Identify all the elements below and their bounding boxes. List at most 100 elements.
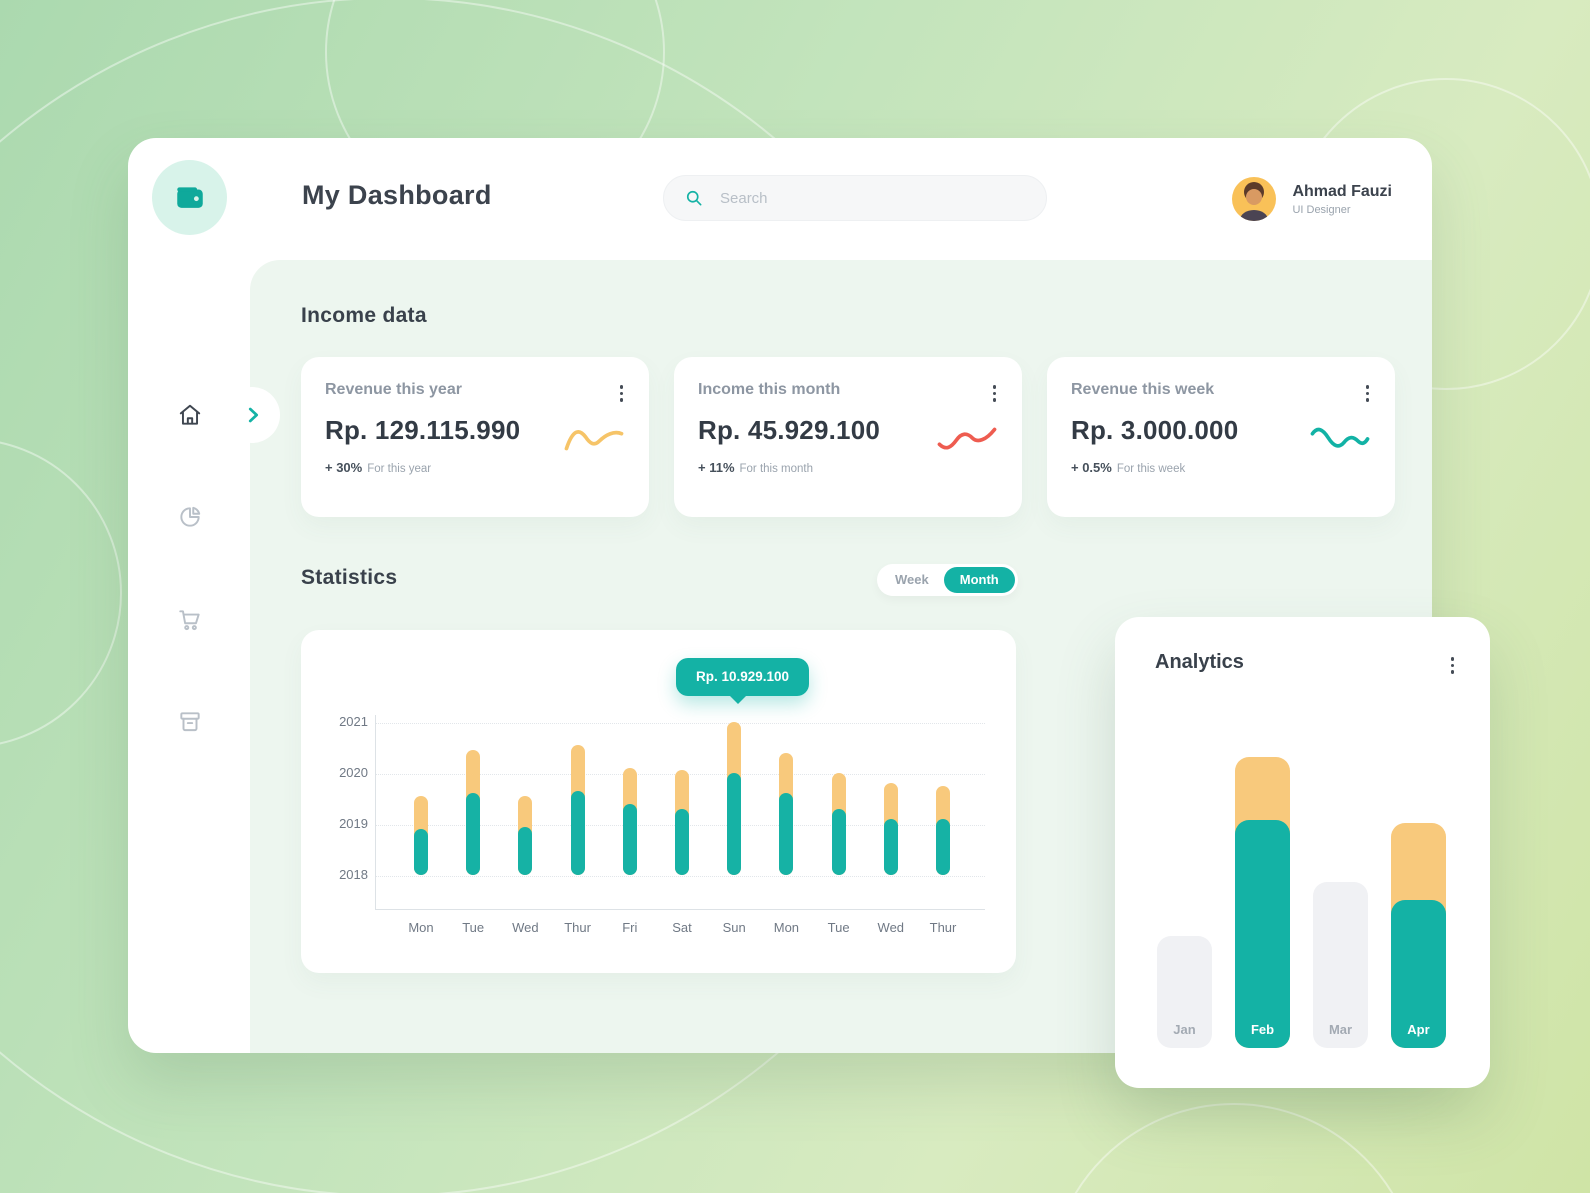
x-axis-label: Mon xyxy=(408,920,434,935)
x-axis-label: Sat xyxy=(672,920,692,935)
chart-tooltip: Rp. 10.929.100 xyxy=(676,658,810,696)
stat-bar-6-sun[interactable] xyxy=(727,722,742,875)
analytics-bar-label: Mar xyxy=(1328,1022,1353,1037)
x-axis-label: Thur xyxy=(929,920,957,935)
toggle-week-option[interactable]: Week xyxy=(895,572,929,587)
x-axis-label: Mon xyxy=(773,920,800,935)
y-axis-label: 2020 xyxy=(339,765,368,780)
stat-bar-primary-segment xyxy=(727,773,742,875)
decorative-circle xyxy=(1048,1103,1420,1193)
statistics-plot-area: 2021 2020 2019 2018 Mon Tue Wed Thur Fri Sat Sun Mo… xyxy=(339,714,985,935)
x-axis-label: Tue xyxy=(462,920,485,935)
stat-bar-primary-segment xyxy=(883,819,898,875)
analytics-bar-mar[interactable]: Mar xyxy=(1313,882,1368,1048)
analytics-card: Analytics Jan Feb Mar Apr xyxy=(1115,617,1490,1088)
period-toggle[interactable]: Week Month xyxy=(877,564,1018,596)
stat-bar-9-wed[interactable] xyxy=(883,783,898,875)
sidebar-item-statistics[interactable] xyxy=(177,504,203,530)
toggle-month-option[interactable]: Month xyxy=(943,567,1015,593)
y-axis-label: 2021 xyxy=(339,714,368,729)
stat-bar-primary-segment xyxy=(570,791,585,875)
y-axis-label: 2019 xyxy=(339,816,368,831)
analytics-plot-area: Jan Feb Mar Apr xyxy=(1115,707,1490,1048)
card-delta: + 0.5% For this week xyxy=(1071,460,1186,475)
kebab-menu-icon[interactable] xyxy=(614,381,630,406)
stat-bar-7-mon[interactable] xyxy=(779,753,794,875)
sidebar-item-orders[interactable] xyxy=(177,607,203,633)
stat-bar-0-mon[interactable] xyxy=(414,796,428,875)
card-title: Income this month xyxy=(698,381,841,398)
sidebar-item-home[interactable] xyxy=(177,402,203,428)
analytics-bar-label: Jan xyxy=(1173,1022,1196,1037)
home-icon xyxy=(179,404,201,425)
x-axis-label: Wed xyxy=(877,920,905,935)
pie-chart-icon xyxy=(180,506,201,527)
card-amount: Rp. 45.929.100 xyxy=(698,415,881,445)
revenue-year-card: Revenue this year Rp. 129.115.990 + 30% F… xyxy=(301,357,649,517)
stat-bar-primary-segment xyxy=(518,827,533,875)
chevron-right-icon xyxy=(248,407,259,423)
app-logo xyxy=(152,160,227,235)
kebab-menu-icon[interactable] xyxy=(1360,381,1376,406)
chart-tooltip-pointer xyxy=(729,695,747,704)
analytics-bar-feb[interactable]: Feb xyxy=(1235,757,1290,1048)
search-icon xyxy=(686,190,702,206)
stat-bar-5-sat[interactable] xyxy=(675,770,689,875)
analytics-bar-jan[interactable]: Jan xyxy=(1157,936,1212,1048)
stat-bar-4-fri[interactable] xyxy=(622,768,637,875)
trend-sparkline-icon xyxy=(937,427,997,450)
stat-bar-2-wed[interactable] xyxy=(518,796,533,875)
stat-bar-primary-segment xyxy=(936,819,950,875)
analytics-bar-apr[interactable]: Apr xyxy=(1391,823,1446,1048)
sidebar-item-products[interactable] xyxy=(177,709,203,735)
trend-sparkline-icon xyxy=(1310,427,1370,448)
stat-bar-3-thur[interactable] xyxy=(570,745,585,875)
kebab-menu-icon[interactable] xyxy=(987,381,1003,406)
card-delta: + 30% For this year xyxy=(325,460,432,475)
card-delta: + 11% For this month xyxy=(698,460,814,475)
search-input[interactable] xyxy=(720,189,1026,207)
card-title: Revenue this year xyxy=(325,381,462,398)
card-period: For this year xyxy=(367,463,432,475)
income-month-card: Income this month Rp. 45.929.100 + 11% Fo… xyxy=(674,357,1022,517)
active-item-indicator xyxy=(224,387,280,443)
cart-icon xyxy=(179,610,200,631)
analytics-title: Analytics xyxy=(1155,651,1244,673)
y-axis-label: 2018 xyxy=(339,867,368,882)
statistics-chart-card: Rp. 10.929.100 2021 2020 2019 2018 Mon Tue Wed… xyxy=(301,630,1016,973)
stat-bar-primary-segment xyxy=(414,829,428,875)
x-axis-label: Thur xyxy=(564,920,591,935)
stat-bar-primary-segment xyxy=(622,804,637,875)
kebab-menu-icon[interactable] xyxy=(1445,653,1461,678)
x-axis-label: Sun xyxy=(722,920,746,935)
archive-icon xyxy=(180,712,200,732)
user-info: Ahmad Fauzi UI Designer xyxy=(1292,183,1392,216)
user-role: UI Designer xyxy=(1292,203,1351,216)
analytics-bar-label: Apr xyxy=(1407,1022,1430,1037)
trend-sparkline-icon xyxy=(564,430,624,451)
statistics-heading: Statistics xyxy=(301,566,398,589)
revenue-week-card: Revenue this week Rp. 3.000.000 + 0.5% Fo… xyxy=(1047,357,1395,517)
card-period: For this month xyxy=(739,463,814,475)
gridline xyxy=(376,876,985,877)
wallet-icon xyxy=(176,186,203,208)
search-bar[interactable] xyxy=(663,175,1047,221)
stat-bar-primary-segment xyxy=(466,793,481,875)
stat-bar-1-tue[interactable] xyxy=(466,750,481,875)
stat-bar-8-tue[interactable] xyxy=(831,773,846,875)
stat-bar-primary-segment xyxy=(675,809,689,875)
card-amount: Rp. 129.115.990 xyxy=(325,415,521,445)
user-profile: Ahmad Fauzi UI Designer xyxy=(1232,177,1392,221)
analytics-bar-label: Feb xyxy=(1250,1022,1275,1037)
card-period: For this week xyxy=(1116,463,1186,475)
stat-bar-10-thur[interactable] xyxy=(936,786,950,875)
page-title: My Dashboard xyxy=(302,180,492,210)
x-axis-label: Fri xyxy=(622,920,638,935)
user-name: Ahmad Fauzi xyxy=(1292,182,1392,200)
avatar[interactable] xyxy=(1232,177,1277,221)
x-axis-label: Wed xyxy=(512,920,539,935)
x-axis-label: Tue xyxy=(827,920,850,935)
analytics-bar-primary-segment xyxy=(1235,820,1290,1048)
card-amount: Rp. 3.000.000 xyxy=(1071,415,1239,445)
